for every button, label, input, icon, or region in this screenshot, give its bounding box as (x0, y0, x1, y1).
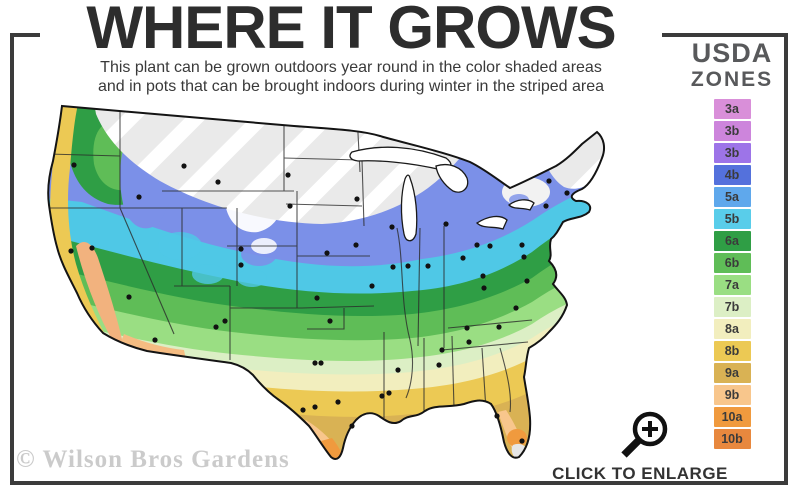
great-lakes (349, 146, 535, 242)
legend-zone-3a: 3a (713, 99, 751, 119)
legend-zone-6a: 6a (713, 231, 751, 251)
header: WHERE IT GROWS This plant can be grown o… (40, 0, 662, 99)
click-to-enlarge-button[interactable]: CLICK TO ENLARGE (545, 404, 735, 484)
click-to-enlarge-label: CLICK TO ENLARGE (552, 464, 728, 483)
legend-zone-6b: 6b (713, 253, 751, 273)
us-zone-map[interactable] (12, 96, 667, 481)
legend-zone-5a: 5a (713, 187, 751, 207)
subtitle-line-2: and in pots that can be brought indoors … (97, 78, 605, 96)
us-outline (47, 104, 606, 460)
legend-zone-3b: 3b (713, 121, 751, 141)
city-dot-markers (68, 162, 570, 444)
legend-zone-8b: 8b (713, 341, 751, 361)
legend-zone-4b: 4b (713, 165, 751, 185)
legend-zone-7a: 7a (713, 275, 751, 295)
legend-title-zones: ZONES (690, 68, 774, 91)
usda-zones-legend: USDA ZONES 3a 3b 3b 4b 5a 5b 6a 6b 7a 7b 8a 8b 9a 9b 1… (688, 40, 776, 449)
legend-zone-7b: 7b (713, 297, 751, 317)
page-title: WHERE IT GROWS (86, 0, 616, 61)
legend-title-usda: USDA (691, 38, 773, 68)
legend-zone-10a: 10a (713, 407, 751, 427)
magnifier-plus-icon (621, 411, 668, 458)
legend-zone-10b: 10b (713, 429, 751, 449)
legend-zone-9a: 9a (713, 363, 751, 383)
state-borders (48, 110, 533, 418)
legend-zone-3b: 3b (713, 143, 751, 163)
legend-zone-9b: 9b (713, 385, 751, 405)
legend-zone-8a: 8a (713, 319, 751, 339)
subtitle: This plant can be grown outdoors year ro… (40, 59, 662, 97)
legend-zone-list: 3a 3b 3b 4b 5a 5b 6a 6b 7a 7b 8a 8b 9a 9b 10a 10b (688, 99, 776, 449)
watermark: © Wilson Bros Gardens (16, 446, 290, 473)
subtitle-line-1: This plant can be grown outdoors year ro… (100, 59, 602, 77)
us-zone-map-svg (47, 104, 606, 460)
legend-zone-5b: 5b (713, 209, 751, 229)
